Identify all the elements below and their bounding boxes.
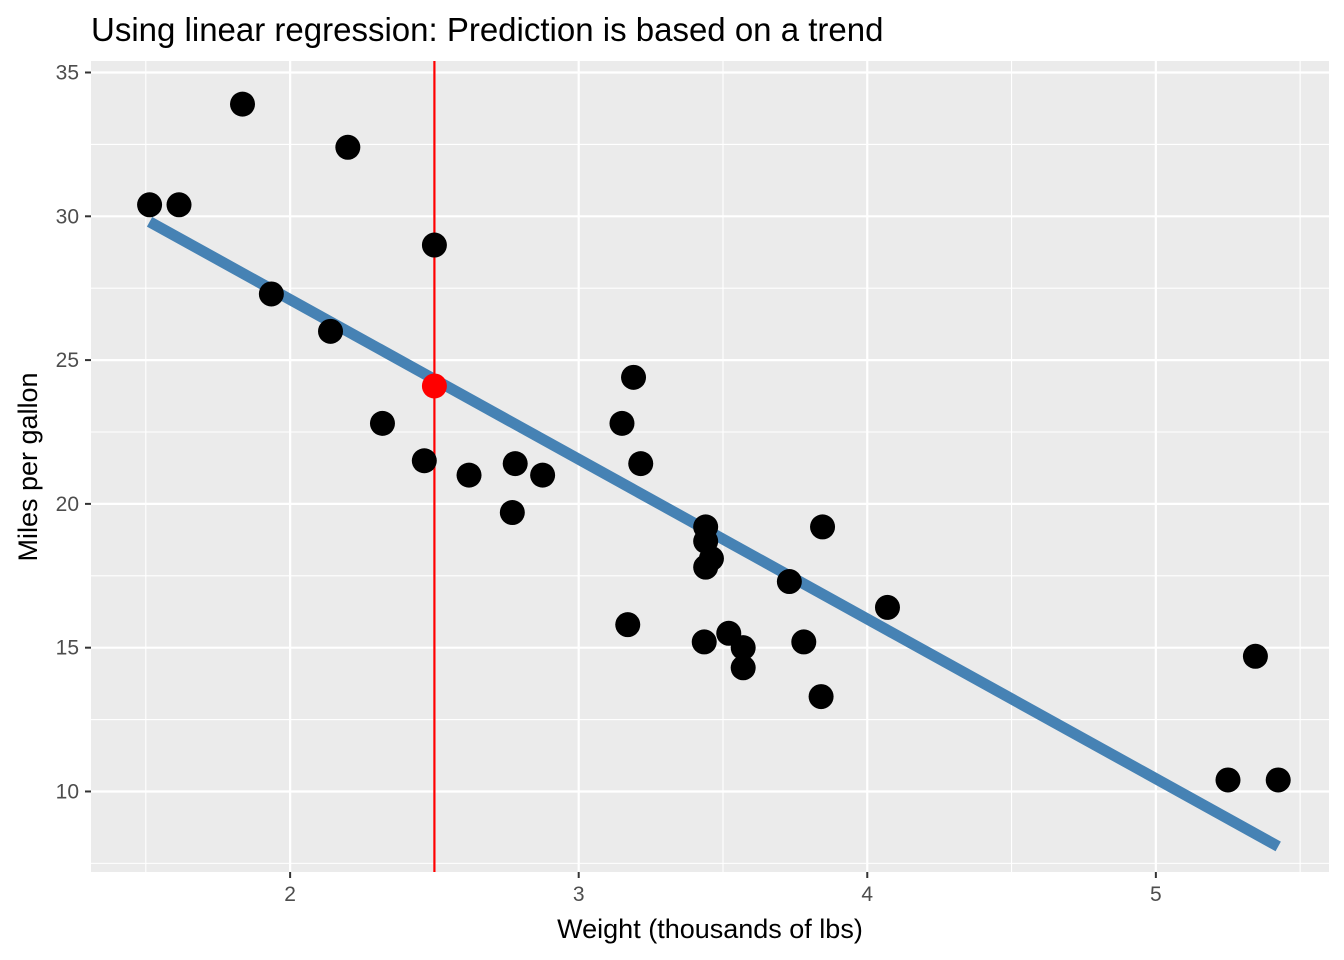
data-point [411, 448, 437, 474]
y-tick-label: 25 [56, 349, 79, 372]
data-point [609, 410, 635, 436]
data-point [615, 612, 641, 638]
plot-panel [91, 61, 1329, 872]
data-point [691, 629, 717, 655]
data-point [502, 451, 528, 477]
data-point [1265, 767, 1291, 793]
data-point [791, 629, 817, 655]
data-point [369, 410, 395, 436]
data-point [776, 569, 802, 595]
data-point [730, 635, 756, 661]
x-tick-label: 2 [284, 883, 296, 906]
data-point [698, 546, 724, 572]
x-axis: 2 3 4 5 [284, 872, 1162, 906]
data-point [335, 134, 361, 160]
y-axis: 10 15 20 25 30 35 [56, 62, 91, 803]
data-point [230, 91, 256, 117]
y-tick-label: 15 [56, 637, 79, 660]
y-axis-title: Miles per gallon [13, 372, 43, 561]
data-point [874, 594, 900, 620]
data-point [730, 655, 756, 681]
data-point [318, 318, 344, 344]
x-tick-label: 5 [1150, 883, 1162, 906]
data-point [621, 364, 647, 390]
data-point [808, 684, 834, 710]
y-tick-label: 20 [56, 493, 79, 516]
x-tick-label: 3 [573, 883, 585, 906]
y-tick-label: 10 [56, 780, 79, 803]
y-tick-label: 30 [56, 205, 79, 228]
data-point [530, 462, 556, 488]
data-point [456, 462, 482, 488]
data-point [628, 451, 654, 477]
data-point [166, 192, 192, 218]
prediction-point [421, 373, 447, 399]
y-tick-label: 35 [56, 62, 79, 85]
data-point [137, 192, 163, 218]
data-point [1215, 767, 1241, 793]
prediction-layer [421, 373, 447, 399]
data-points [137, 91, 1291, 793]
data-point [258, 281, 284, 307]
x-tick-label: 4 [861, 883, 873, 906]
data-point [499, 500, 525, 526]
data-point [421, 232, 447, 258]
data-point [810, 514, 836, 540]
x-axis-title: Weight (thousands of lbs) [557, 914, 863, 944]
data-point [1242, 643, 1268, 669]
chart-title: Using linear regression: Prediction is b… [91, 11, 883, 48]
